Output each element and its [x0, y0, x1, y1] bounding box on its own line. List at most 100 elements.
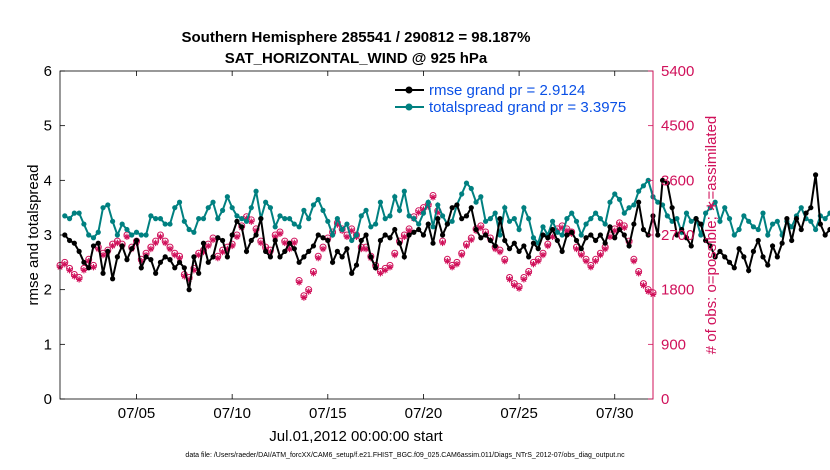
rmse-point — [81, 259, 87, 265]
obs-assimilated-point — [300, 294, 308, 301]
obs-assimilated-point — [621, 224, 628, 231]
y-left-tick-label-5: 5 — [44, 118, 52, 135]
spread-point — [344, 221, 350, 227]
rmse-point — [449, 205, 455, 211]
rmse-point — [588, 232, 594, 238]
obs-assimilated-point — [453, 260, 461, 268]
rmse-point — [243, 248, 250, 254]
obs-assimilated-point — [75, 276, 83, 283]
rmse-point — [267, 254, 274, 260]
spread-point — [353, 232, 360, 238]
spread-point — [124, 226, 130, 233]
rmse-point — [272, 237, 278, 244]
y-right-tick-label-2: 1800 — [661, 282, 694, 299]
obs-assimilated-point — [147, 245, 155, 253]
rmse-point — [463, 213, 470, 219]
rmse-point — [664, 180, 670, 186]
rmse-point — [717, 248, 723, 254]
rmse-point — [296, 259, 302, 265]
rmse-point — [679, 226, 685, 233]
rmse-point — [425, 221, 431, 227]
rmse-point — [688, 243, 694, 249]
rmse-point — [803, 210, 809, 216]
obs-assimilated-point — [444, 257, 451, 265]
rmse-point — [325, 237, 331, 244]
rmse-point — [545, 235, 551, 241]
rmse-point — [607, 224, 613, 230]
x-axis-ticks: 07/05 07/10 07/15 07/20 07/25 07/30 — [118, 71, 634, 422]
spread-point — [186, 226, 192, 233]
spread-point — [526, 216, 532, 222]
spread-point — [607, 199, 613, 205]
obs-assimilated-point — [597, 251, 604, 259]
spread-point — [497, 232, 503, 238]
x-tick-label-1: 07/10 — [213, 405, 251, 422]
rmse-point — [239, 224, 245, 230]
spread-point — [196, 216, 202, 222]
rmse-point — [521, 243, 527, 249]
spread-point — [616, 196, 623, 203]
rmse-point — [540, 232, 546, 238]
spread-point — [296, 224, 302, 230]
spread-point — [191, 229, 197, 235]
spread-point — [114, 232, 120, 238]
obs-assimilated-point — [80, 267, 88, 274]
spread-point — [731, 232, 737, 238]
rmse-point — [215, 235, 221, 241]
spread-point — [435, 202, 441, 208]
rmse-point — [712, 254, 718, 260]
rmse-point — [373, 265, 379, 271]
rmse-point — [406, 232, 412, 238]
obs-assimilated-point — [530, 260, 537, 268]
spread-point — [626, 205, 632, 211]
obs-assimilated-point — [578, 251, 585, 259]
spread-point — [224, 194, 230, 200]
spread-point — [506, 218, 513, 224]
rmse-point — [234, 218, 240, 224]
rmse-point — [435, 216, 441, 222]
spread-point — [549, 218, 556, 224]
spread-point — [631, 202, 637, 208]
rmse-point — [411, 229, 417, 235]
spread-point — [205, 205, 211, 211]
rmse-point — [224, 254, 230, 260]
line-series — [62, 172, 830, 293]
spread-point — [420, 210, 427, 216]
legend-rmse-marker — [405, 86, 413, 94]
rmse-point — [750, 248, 757, 254]
spread-point — [334, 216, 340, 222]
spread-point — [392, 194, 398, 200]
obs-assimilated-point — [272, 233, 279, 241]
spread-point — [243, 218, 250, 224]
spread-point — [81, 221, 87, 227]
spread-point — [765, 232, 771, 238]
obs-assimilated-point — [257, 239, 265, 247]
right-axis-label: # of obs: o=possible; ∗=assimilated — [703, 116, 720, 355]
rmse-point — [459, 216, 465, 222]
spread-point — [310, 202, 317, 208]
spread-point — [162, 221, 168, 227]
spread-point — [219, 207, 226, 213]
spread-point — [377, 199, 384, 205]
rmse-point — [124, 257, 130, 263]
obs-assimilated-point — [468, 236, 475, 244]
rmse-point — [602, 240, 608, 246]
spread-point — [368, 224, 374, 230]
spread-point — [530, 235, 537, 241]
obs-assimilated-point — [61, 260, 68, 268]
spread-point — [521, 205, 527, 211]
obs-assimilated-point — [381, 267, 389, 274]
obs-assimilated-point — [310, 270, 317, 277]
rmse-point — [200, 240, 207, 246]
rmse-point — [334, 248, 340, 254]
spread-point — [71, 210, 77, 216]
spread-point — [153, 216, 159, 222]
spread-point — [76, 210, 82, 216]
obs-assimilated-point — [66, 267, 73, 274]
rmse-point — [760, 254, 766, 260]
spread-point — [143, 232, 149, 238]
obs-assimilated-point — [319, 245, 327, 253]
spread-point — [798, 205, 804, 211]
footnote: data file: /Users/raeder/DAI/ATM_forcXX/… — [185, 452, 625, 459]
obs-assimilated-point — [645, 288, 652, 295]
